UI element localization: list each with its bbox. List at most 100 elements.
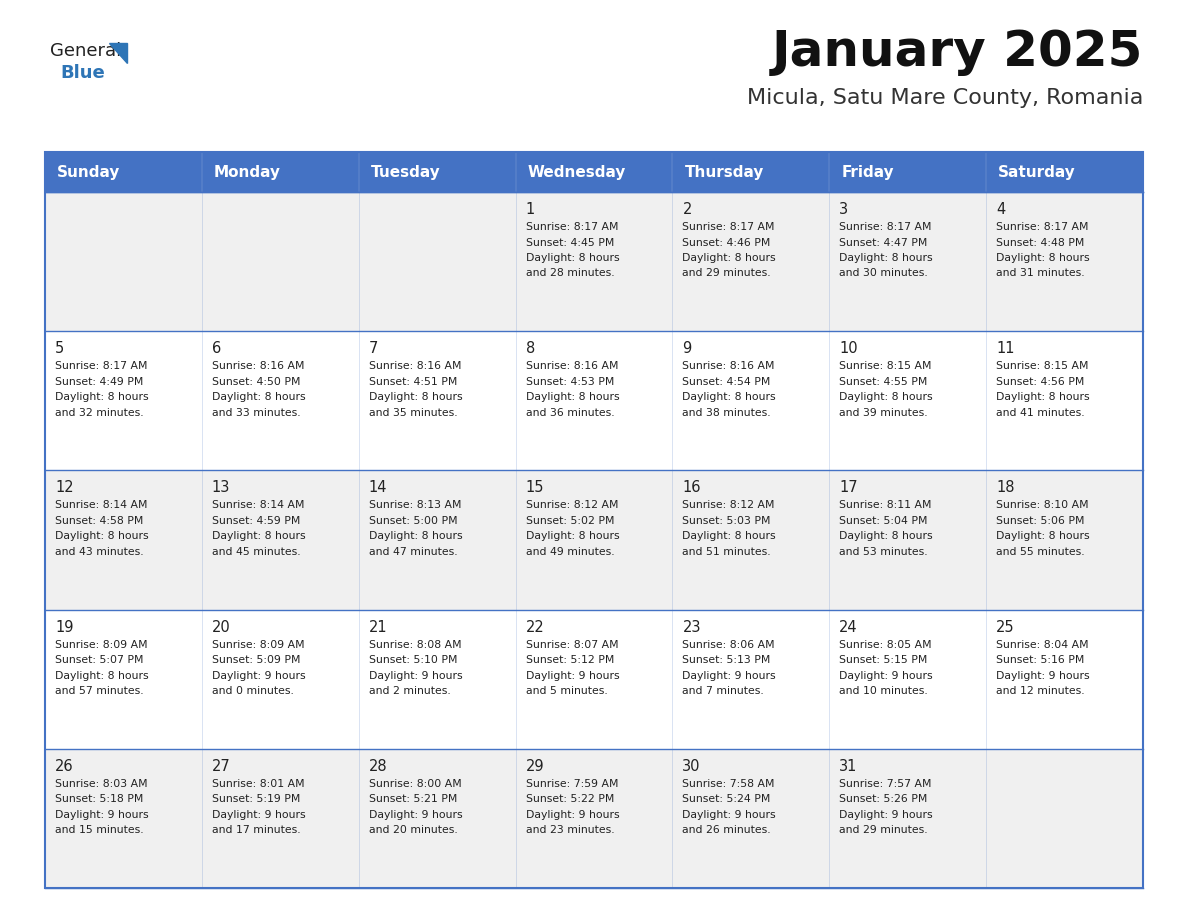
Text: Daylight: 8 hours: Daylight: 8 hours <box>839 392 933 402</box>
Text: Sunrise: 8:00 AM: Sunrise: 8:00 AM <box>368 778 461 789</box>
Text: Sunset: 5:13 PM: Sunset: 5:13 PM <box>682 655 771 666</box>
Text: 4: 4 <box>997 202 1005 217</box>
Text: 22: 22 <box>525 620 544 634</box>
Text: Sunrise: 8:01 AM: Sunrise: 8:01 AM <box>211 778 304 789</box>
Text: Sunrise: 8:03 AM: Sunrise: 8:03 AM <box>55 778 147 789</box>
Text: Daylight: 9 hours: Daylight: 9 hours <box>368 810 462 820</box>
Text: Sunset: 5:00 PM: Sunset: 5:00 PM <box>368 516 457 526</box>
Text: and 35 minutes.: and 35 minutes. <box>368 408 457 418</box>
Text: Sunrise: 8:17 AM: Sunrise: 8:17 AM <box>997 222 1088 232</box>
Text: Daylight: 8 hours: Daylight: 8 hours <box>997 392 1089 402</box>
Text: Daylight: 9 hours: Daylight: 9 hours <box>839 671 933 680</box>
Text: and 39 minutes.: and 39 minutes. <box>839 408 928 418</box>
Text: 5: 5 <box>55 341 64 356</box>
Text: 27: 27 <box>211 759 230 774</box>
Text: Sunrise: 8:14 AM: Sunrise: 8:14 AM <box>55 500 147 510</box>
Text: 14: 14 <box>368 480 387 496</box>
Text: and 45 minutes.: and 45 minutes. <box>211 547 301 557</box>
Bar <box>45 610 1143 749</box>
Text: Daylight: 8 hours: Daylight: 8 hours <box>368 532 462 542</box>
Text: Sunrise: 8:13 AM: Sunrise: 8:13 AM <box>368 500 461 510</box>
Text: 25: 25 <box>997 620 1015 634</box>
Text: Sunset: 4:54 PM: Sunset: 4:54 PM <box>682 376 771 386</box>
Text: and 23 minutes.: and 23 minutes. <box>525 825 614 835</box>
Text: and 55 minutes.: and 55 minutes. <box>997 547 1085 557</box>
Text: Sunrise: 8:14 AM: Sunrise: 8:14 AM <box>211 500 304 510</box>
Text: 24: 24 <box>839 620 858 634</box>
Text: and 12 minutes.: and 12 minutes. <box>997 686 1085 696</box>
Text: Sunset: 4:59 PM: Sunset: 4:59 PM <box>211 516 301 526</box>
Text: Daylight: 8 hours: Daylight: 8 hours <box>997 532 1089 542</box>
Text: Sunset: 4:48 PM: Sunset: 4:48 PM <box>997 238 1085 248</box>
Text: Sunrise: 8:17 AM: Sunrise: 8:17 AM <box>55 361 147 371</box>
Text: Sunset: 5:24 PM: Sunset: 5:24 PM <box>682 794 771 804</box>
Text: Sunset: 4:47 PM: Sunset: 4:47 PM <box>839 238 928 248</box>
Text: Sunrise: 8:10 AM: Sunrise: 8:10 AM <box>997 500 1088 510</box>
Text: 17: 17 <box>839 480 858 496</box>
Text: Sunrise: 8:16 AM: Sunrise: 8:16 AM <box>525 361 618 371</box>
Bar <box>45 470 1143 610</box>
Text: 10: 10 <box>839 341 858 356</box>
Text: Thursday: Thursday <box>684 164 764 180</box>
Text: Sunset: 4:50 PM: Sunset: 4:50 PM <box>211 376 301 386</box>
Text: 15: 15 <box>525 480 544 496</box>
Text: Daylight: 8 hours: Daylight: 8 hours <box>525 392 619 402</box>
Text: Sunset: 5:26 PM: Sunset: 5:26 PM <box>839 794 928 804</box>
Text: and 17 minutes.: and 17 minutes. <box>211 825 301 835</box>
Text: 20: 20 <box>211 620 230 634</box>
Text: Sunset: 5:12 PM: Sunset: 5:12 PM <box>525 655 614 666</box>
Text: Sunrise: 8:05 AM: Sunrise: 8:05 AM <box>839 640 931 650</box>
Text: and 5 minutes.: and 5 minutes. <box>525 686 607 696</box>
Text: Daylight: 8 hours: Daylight: 8 hours <box>525 253 619 263</box>
Text: Sunset: 5:18 PM: Sunset: 5:18 PM <box>55 794 144 804</box>
Bar <box>45 192 1143 331</box>
Text: Sunset: 5:07 PM: Sunset: 5:07 PM <box>55 655 144 666</box>
Text: Sunset: 4:46 PM: Sunset: 4:46 PM <box>682 238 771 248</box>
Text: Sunrise: 8:16 AM: Sunrise: 8:16 AM <box>211 361 304 371</box>
Text: Sunset: 5:10 PM: Sunset: 5:10 PM <box>368 655 457 666</box>
Text: 6: 6 <box>211 341 221 356</box>
Text: 16: 16 <box>682 480 701 496</box>
Text: Tuesday: Tuesday <box>371 164 441 180</box>
Text: 1: 1 <box>525 202 535 217</box>
Text: Friday: Friday <box>841 164 893 180</box>
Text: 19: 19 <box>55 620 74 634</box>
Text: Daylight: 8 hours: Daylight: 8 hours <box>525 532 619 542</box>
Text: Sunrise: 7:58 AM: Sunrise: 7:58 AM <box>682 778 775 789</box>
Text: Sunset: 5:21 PM: Sunset: 5:21 PM <box>368 794 457 804</box>
Text: and 47 minutes.: and 47 minutes. <box>368 547 457 557</box>
Text: Sunset: 5:15 PM: Sunset: 5:15 PM <box>839 655 928 666</box>
Bar <box>45 152 1143 192</box>
Text: and 20 minutes.: and 20 minutes. <box>368 825 457 835</box>
Text: Sunrise: 8:16 AM: Sunrise: 8:16 AM <box>368 361 461 371</box>
Text: 28: 28 <box>368 759 387 774</box>
Text: Sunset: 5:06 PM: Sunset: 5:06 PM <box>997 516 1085 526</box>
Text: Sunset: 5:19 PM: Sunset: 5:19 PM <box>211 794 301 804</box>
Text: Daylight: 9 hours: Daylight: 9 hours <box>997 671 1089 680</box>
Text: and 33 minutes.: and 33 minutes. <box>211 408 301 418</box>
Text: Daylight: 8 hours: Daylight: 8 hours <box>839 253 933 263</box>
Text: Daylight: 8 hours: Daylight: 8 hours <box>682 253 776 263</box>
Text: Daylight: 9 hours: Daylight: 9 hours <box>682 810 776 820</box>
Text: 11: 11 <box>997 341 1015 356</box>
Text: and 10 minutes.: and 10 minutes. <box>839 686 928 696</box>
Bar <box>45 749 1143 888</box>
Text: Sunrise: 7:59 AM: Sunrise: 7:59 AM <box>525 778 618 789</box>
Text: Daylight: 9 hours: Daylight: 9 hours <box>368 671 462 680</box>
Text: 12: 12 <box>55 480 74 496</box>
Text: Daylight: 8 hours: Daylight: 8 hours <box>55 532 148 542</box>
Text: and 57 minutes.: and 57 minutes. <box>55 686 144 696</box>
Text: Daylight: 9 hours: Daylight: 9 hours <box>525 671 619 680</box>
Text: 8: 8 <box>525 341 535 356</box>
Text: Sunrise: 8:06 AM: Sunrise: 8:06 AM <box>682 640 775 650</box>
Text: Daylight: 9 hours: Daylight: 9 hours <box>211 810 305 820</box>
Text: Sunday: Sunday <box>57 164 120 180</box>
Text: Daylight: 8 hours: Daylight: 8 hours <box>368 392 462 402</box>
Text: 31: 31 <box>839 759 858 774</box>
Text: Sunrise: 8:15 AM: Sunrise: 8:15 AM <box>839 361 931 371</box>
Text: and 30 minutes.: and 30 minutes. <box>839 268 928 278</box>
Text: and 2 minutes.: and 2 minutes. <box>368 686 450 696</box>
Text: and 7 minutes.: and 7 minutes. <box>682 686 764 696</box>
Text: and 15 minutes.: and 15 minutes. <box>55 825 144 835</box>
Text: Sunrise: 8:04 AM: Sunrise: 8:04 AM <box>997 640 1088 650</box>
